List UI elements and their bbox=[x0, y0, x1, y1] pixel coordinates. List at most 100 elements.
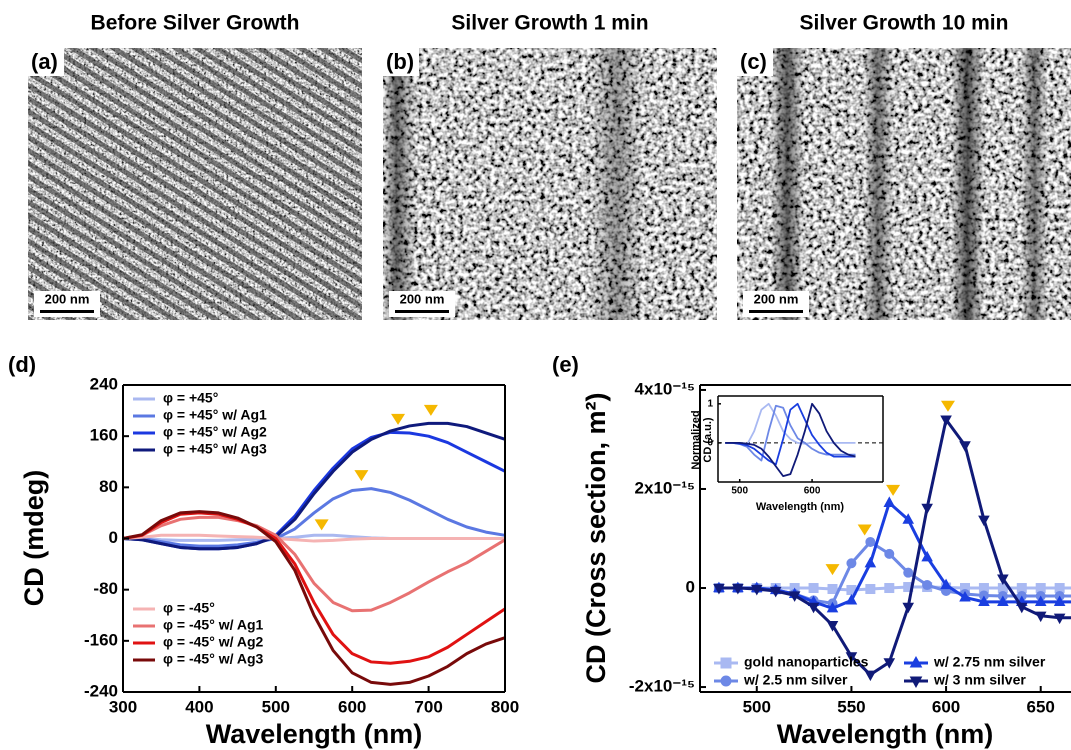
marker bbox=[713, 583, 725, 595]
marker bbox=[883, 658, 896, 669]
panel-label: (b) bbox=[386, 49, 414, 74]
marker bbox=[720, 675, 732, 687]
legend-label: w/ 3 nm silver bbox=[933, 672, 1026, 688]
panel-label: (d) bbox=[8, 352, 36, 377]
plot-area bbox=[718, 402, 883, 478]
marker bbox=[978, 595, 990, 606]
x-tick-label: 800 bbox=[491, 697, 519, 716]
marker bbox=[884, 548, 895, 559]
legend-label: φ = -45° w/ Ag2 bbox=[163, 634, 264, 650]
scale-bar-label: 200 nm bbox=[400, 291, 445, 306]
marker bbox=[940, 415, 952, 427]
series-line bbox=[725, 402, 856, 466]
peak-marker bbox=[825, 564, 840, 576]
scale-bar-label: 200 nm bbox=[754, 291, 799, 306]
legend-label: φ = -45° w/ Ag1 bbox=[163, 617, 264, 633]
marker bbox=[808, 583, 819, 594]
marker bbox=[807, 602, 820, 614]
plot-area bbox=[713, 400, 1071, 682]
legend-label: φ = -45° bbox=[163, 600, 215, 616]
marker bbox=[826, 601, 839, 613]
x-tick-label: 700 bbox=[414, 697, 442, 716]
scale-bar: 200 nm 200 nm 200 nm bbox=[34, 291, 809, 317]
y-axis-title: CD (mdeg) bbox=[19, 470, 49, 607]
legend-label: w/ 2.75 nm silver bbox=[933, 654, 1046, 670]
x-axis-title: Wavelength (nm) bbox=[206, 719, 423, 749]
y-tick-label: 80 bbox=[99, 477, 118, 496]
marker bbox=[1053, 595, 1066, 606]
peak-marker bbox=[391, 413, 406, 425]
y-tick-label: 160 bbox=[90, 426, 118, 445]
scale-bar-label: 200 nm bbox=[45, 291, 90, 306]
peak-marker bbox=[423, 404, 438, 416]
series-line bbox=[725, 402, 856, 478]
marker bbox=[845, 593, 858, 605]
marker bbox=[846, 558, 857, 569]
marker bbox=[997, 574, 1009, 586]
marker bbox=[788, 591, 801, 602]
inset-y-axis-title: CD (a.u.) bbox=[702, 417, 714, 463]
marker bbox=[922, 580, 933, 591]
inset-x-axis-title: Wavelength (nm) bbox=[756, 501, 845, 513]
marker bbox=[978, 515, 990, 527]
x-tick-label: 600 bbox=[338, 697, 366, 716]
series-line bbox=[718, 418, 1071, 677]
marker bbox=[864, 670, 877, 682]
marker bbox=[921, 550, 933, 562]
sem-image bbox=[28, 48, 362, 320]
marker bbox=[902, 602, 915, 614]
x-tick-label: 650 bbox=[1027, 697, 1055, 716]
marker bbox=[845, 652, 858, 663]
peak-marker bbox=[354, 470, 369, 482]
peak-marker bbox=[886, 484, 901, 496]
series-line bbox=[725, 404, 856, 462]
image-title: Silver Growth 1 min bbox=[451, 12, 648, 35]
series-line bbox=[122, 421, 506, 551]
legend-label: φ = +45° w/ Ag2 bbox=[163, 424, 267, 440]
y-tick-label: 4x10⁻¹⁵ bbox=[635, 379, 695, 398]
plot: 500 550 600 650 -2x10⁻¹⁵ 0 2x10⁻¹⁵ 4x10⁻¹⁵ gold … bbox=[629, 379, 1071, 716]
marker bbox=[1015, 602, 1028, 614]
plot: 300 400 500 600 700 800 -240 -160 -80 0 80 160 240 φ … bbox=[84, 374, 519, 716]
x-tick-label: 500 bbox=[262, 697, 290, 716]
plot: 500 600 0 1 Wavelength (nm) Normalized CD (a.u… bbox=[690, 395, 884, 513]
marker bbox=[909, 676, 923, 689]
marker bbox=[997, 595, 1009, 606]
legend-label: φ = -45° w/ Ag3 bbox=[163, 651, 264, 667]
y-tick-label: 0 bbox=[686, 578, 695, 597]
y-tick-label: -160 bbox=[84, 630, 118, 649]
y-tick-label: -80 bbox=[93, 579, 118, 598]
y-axis-title: CD (Cross section, m²) bbox=[581, 392, 611, 683]
y-tick-label: 2x10⁻¹⁵ bbox=[635, 478, 695, 497]
marker bbox=[940, 578, 952, 590]
peak-marker bbox=[857, 524, 872, 536]
plot-area bbox=[122, 404, 506, 686]
marker bbox=[909, 655, 923, 668]
series-line bbox=[123, 487, 506, 548]
legend-label: φ = +45° bbox=[163, 390, 218, 406]
x-tick-label: 500 bbox=[743, 697, 771, 716]
y-tick-label: -240 bbox=[84, 681, 118, 700]
marker bbox=[1034, 611, 1047, 623]
image-title: Silver Growth 10 min bbox=[800, 12, 1009, 35]
marker bbox=[1034, 595, 1047, 606]
sem-image bbox=[383, 48, 717, 320]
series-line bbox=[122, 515, 506, 613]
marker bbox=[1053, 613, 1066, 625]
marker bbox=[902, 513, 915, 524]
marker bbox=[959, 441, 971, 452]
series-line bbox=[122, 533, 505, 543]
x-tick-label: 600 bbox=[932, 697, 960, 716]
panel-label: (c) bbox=[740, 49, 767, 74]
marker bbox=[732, 583, 744, 595]
y-tick-label: 0 bbox=[707, 438, 713, 449]
legend-label: gold nanoparticles bbox=[744, 654, 869, 670]
marker bbox=[826, 621, 839, 632]
marker bbox=[903, 567, 914, 578]
inset-y-axis-title: Normalized bbox=[690, 410, 702, 469]
image-title: Before Silver Growth bbox=[91, 12, 300, 35]
marker bbox=[769, 586, 782, 598]
peak-marker bbox=[940, 400, 955, 412]
y-tick-label: 0 bbox=[109, 528, 118, 547]
